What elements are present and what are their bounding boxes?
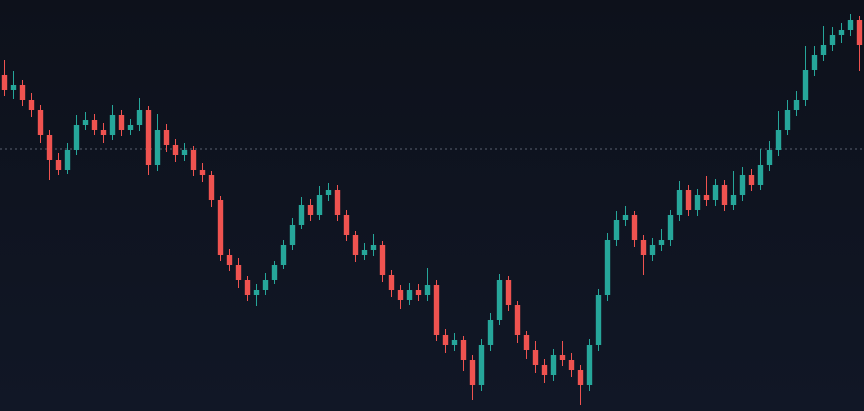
- candle-body: [541, 365, 548, 375]
- candle-body: [289, 225, 296, 245]
- candle-body: [361, 250, 368, 255]
- candle-body: [253, 290, 260, 295]
- candle-body: [640, 240, 647, 255]
- candle-body: [28, 100, 35, 110]
- candle-body: [307, 205, 314, 215]
- candle-body: [577, 370, 584, 385]
- candle-body: [514, 305, 521, 335]
- candle-body: [352, 235, 359, 255]
- candle-body: [505, 280, 512, 305]
- candle-body: [55, 160, 62, 170]
- candle-body: [1, 75, 8, 90]
- candle-body: [721, 185, 728, 205]
- candle-body: [406, 290, 413, 300]
- candle-body: [487, 320, 494, 345]
- candle-body: [649, 245, 656, 255]
- candle-body: [460, 340, 467, 360]
- candle-body: [838, 30, 845, 35]
- candle-body: [262, 280, 269, 290]
- candle-body: [46, 135, 53, 160]
- candle-body: [190, 150, 197, 170]
- candle-body: [226, 255, 233, 265]
- candle-body: [694, 195, 701, 210]
- candle-body: [82, 120, 89, 125]
- candle-body: [91, 120, 98, 130]
- candle-body: [343, 215, 350, 235]
- candle-body: [685, 190, 692, 210]
- candle-body: [496, 280, 503, 320]
- candle-body: [847, 20, 854, 30]
- candle-body: [469, 360, 476, 385]
- candle-body: [370, 245, 377, 250]
- candle-body: [793, 100, 800, 110]
- candle-body: [703, 195, 710, 200]
- candle-body: [550, 355, 557, 375]
- candle-body: [757, 165, 764, 185]
- candle-body: [64, 150, 71, 170]
- candle-body: [199, 170, 206, 175]
- candle-body: [523, 335, 530, 350]
- candle-body: [676, 190, 683, 215]
- candle-body: [829, 35, 836, 45]
- candle-body: [19, 85, 26, 100]
- candle-body: [145, 110, 152, 165]
- candle-body: [100, 130, 107, 135]
- candle-body: [298, 205, 305, 225]
- candle-body: [73, 125, 80, 150]
- candle-body: [208, 175, 215, 200]
- candle-body: [730, 195, 737, 205]
- candle-body: [775, 130, 782, 150]
- candle-body: [766, 150, 773, 165]
- candle-body: [325, 190, 332, 195]
- candle-body: [622, 215, 629, 220]
- candle-body: [379, 245, 386, 275]
- candle-body: [415, 290, 422, 295]
- candle-body: [604, 240, 611, 295]
- candle-body: [154, 130, 161, 165]
- candle-body: [559, 355, 566, 360]
- candle-body: [127, 125, 134, 130]
- candle-body: [136, 110, 143, 125]
- candle-body: [712, 185, 719, 200]
- candle-body: [271, 265, 278, 280]
- candle-body: [667, 215, 674, 240]
- candle-body: [235, 265, 242, 280]
- candle-body: [748, 175, 755, 185]
- candle-body: [172, 145, 179, 155]
- candle-body: [37, 110, 44, 135]
- candle-body: [181, 150, 188, 155]
- candle-body: [532, 350, 539, 365]
- candle-body: [280, 245, 287, 265]
- candle-body: [118, 115, 125, 130]
- candle-body: [397, 290, 404, 300]
- candle-body: [613, 220, 620, 240]
- candle-body: [631, 215, 638, 240]
- candle-body: [811, 55, 818, 70]
- candle-body: [739, 175, 746, 195]
- candle-body: [109, 115, 116, 135]
- candle-body: [856, 20, 863, 45]
- candle-body: [784, 110, 791, 130]
- candle-body: [244, 280, 251, 295]
- candle-body: [658, 240, 665, 245]
- candle-body: [10, 85, 17, 90]
- candle-body: [802, 70, 809, 100]
- candle-body: [568, 360, 575, 370]
- candle-body: [424, 285, 431, 295]
- candle-body: [433, 285, 440, 335]
- candle-body: [586, 345, 593, 385]
- candle-body: [217, 200, 224, 255]
- candle-body: [316, 195, 323, 215]
- candle-body: [451, 340, 458, 345]
- candle-body: [163, 130, 170, 145]
- candle-body: [442, 335, 449, 345]
- candle-body: [478, 345, 485, 385]
- candle-body: [334, 190, 341, 215]
- candle-body: [388, 275, 395, 290]
- candle-body: [595, 295, 602, 345]
- candle-body: [820, 45, 827, 55]
